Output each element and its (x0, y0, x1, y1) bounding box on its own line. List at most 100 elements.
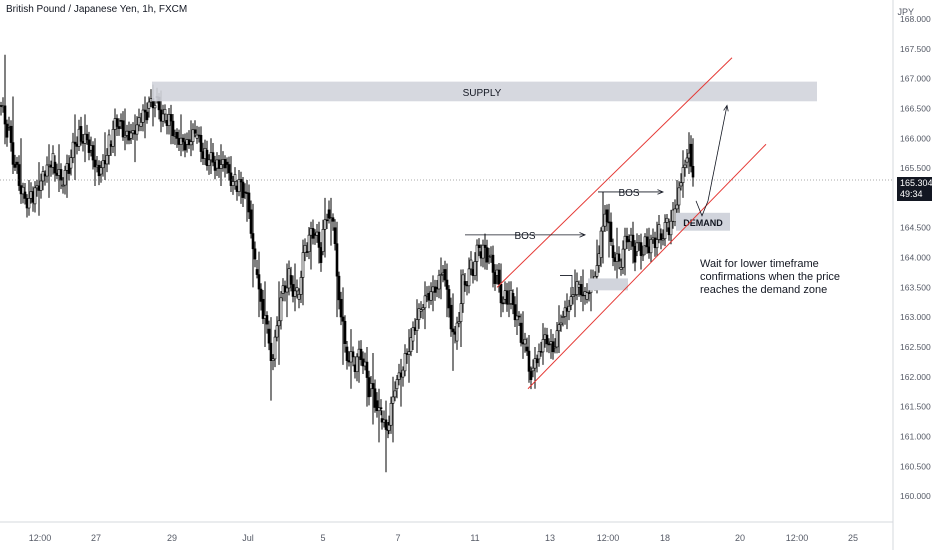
candle-body (597, 253, 601, 266)
time-tick-label: 29 (167, 533, 177, 543)
candle-body (573, 294, 577, 296)
candle-body (289, 275, 293, 285)
candlestick-series (0, 54, 695, 473)
candle-body (9, 125, 13, 143)
candle-body (223, 159, 227, 169)
projection-arrow-head (723, 104, 729, 112)
candle-body (21, 186, 25, 195)
annotation-layer: SUPPLY DEMAND BOS BOS (0, 57, 893, 390)
time-tick-label: 11 (470, 533, 479, 543)
candle-body (459, 303, 463, 322)
candle-body (181, 137, 185, 143)
note-line: confirmations when the price (700, 271, 841, 283)
candle-body (365, 361, 369, 378)
candle-body (587, 292, 591, 294)
candle-body (139, 122, 143, 127)
candle-body (327, 209, 331, 219)
candle-body (153, 105, 157, 109)
candle-body (15, 161, 19, 165)
candle-body (545, 334, 549, 345)
candle-body (559, 322, 563, 326)
candle-body (473, 261, 477, 276)
candle-body (65, 163, 69, 171)
candle-body (579, 284, 583, 296)
candle-body (77, 128, 81, 147)
candle-body (389, 403, 393, 426)
candle-body (131, 130, 135, 134)
candle-body (685, 157, 689, 163)
time-tick-label: 18 (660, 533, 670, 543)
candle-body (253, 248, 257, 260)
candle-body (619, 267, 623, 270)
candle-body (197, 134, 201, 137)
time-tick-label: 12:00 (786, 533, 809, 543)
candle-body (145, 111, 149, 121)
candle-body (215, 159, 219, 169)
candle-body (87, 139, 91, 153)
candle-body (259, 288, 263, 302)
candle-body (129, 132, 133, 139)
candle-body (609, 221, 613, 242)
channel-upper-line (496, 57, 733, 288)
price-tick-label: 160.500 (900, 461, 931, 471)
candle-body (429, 291, 433, 301)
candle-body (337, 275, 341, 301)
current-price-tag: 165.304 49:34 (897, 177, 932, 201)
candle-body (409, 337, 413, 352)
candle-body (71, 141, 75, 158)
candle-body (179, 137, 183, 145)
candle-body (175, 132, 179, 139)
candle-body (547, 343, 551, 346)
candle-body (419, 309, 423, 312)
candle-body (379, 407, 383, 410)
candle-body (267, 328, 271, 344)
candle-body (437, 274, 441, 290)
candle-body (445, 279, 449, 290)
candle-body (219, 164, 223, 169)
candle-body (395, 379, 399, 390)
time-tick-label: 12:00 (29, 533, 52, 543)
candle-body (105, 155, 109, 165)
candle-body (191, 129, 195, 142)
candle-body (345, 346, 349, 361)
candle-body (467, 268, 471, 287)
candle-body (81, 141, 85, 144)
candle-body (491, 254, 495, 273)
candle-body (7, 125, 11, 128)
candle-body (319, 247, 323, 263)
candle-body (555, 330, 559, 348)
candle-body (251, 233, 255, 250)
candle-body (645, 236, 649, 248)
candle-body (631, 234, 635, 247)
candle-body (123, 135, 127, 138)
candle-body (449, 304, 453, 330)
price-tick-label: 164.000 (900, 253, 931, 263)
candle-body (633, 246, 637, 263)
demand-zone (676, 212, 730, 231)
candle-body (371, 383, 375, 390)
candle-body (137, 117, 141, 126)
price-tick-label: 163.000 (900, 312, 931, 322)
candle-body (285, 287, 289, 293)
projection-arrow (707, 105, 728, 201)
candle-body (53, 161, 57, 174)
candle-body (149, 98, 153, 103)
candle-body (61, 184, 65, 187)
candle-body (691, 166, 695, 178)
time-axis: 12:00 27 29 Jul 5 7 11 13 12:00 18 20 12:00 25 (29, 533, 858, 543)
candle-body (679, 182, 683, 187)
candle-body (273, 336, 277, 360)
candle-body (585, 292, 589, 300)
candle-body (269, 342, 273, 361)
candle-body (3, 105, 7, 125)
candle-body (443, 269, 447, 281)
candle-body (417, 308, 421, 320)
candle-body (493, 272, 497, 284)
candle-body (127, 130, 131, 141)
candle-body (655, 239, 659, 249)
candle-body (291, 284, 295, 297)
candle-body (93, 159, 97, 168)
projection-dip (695, 200, 709, 217)
time-tick-label: 25 (848, 533, 858, 543)
candle-body (121, 120, 125, 138)
